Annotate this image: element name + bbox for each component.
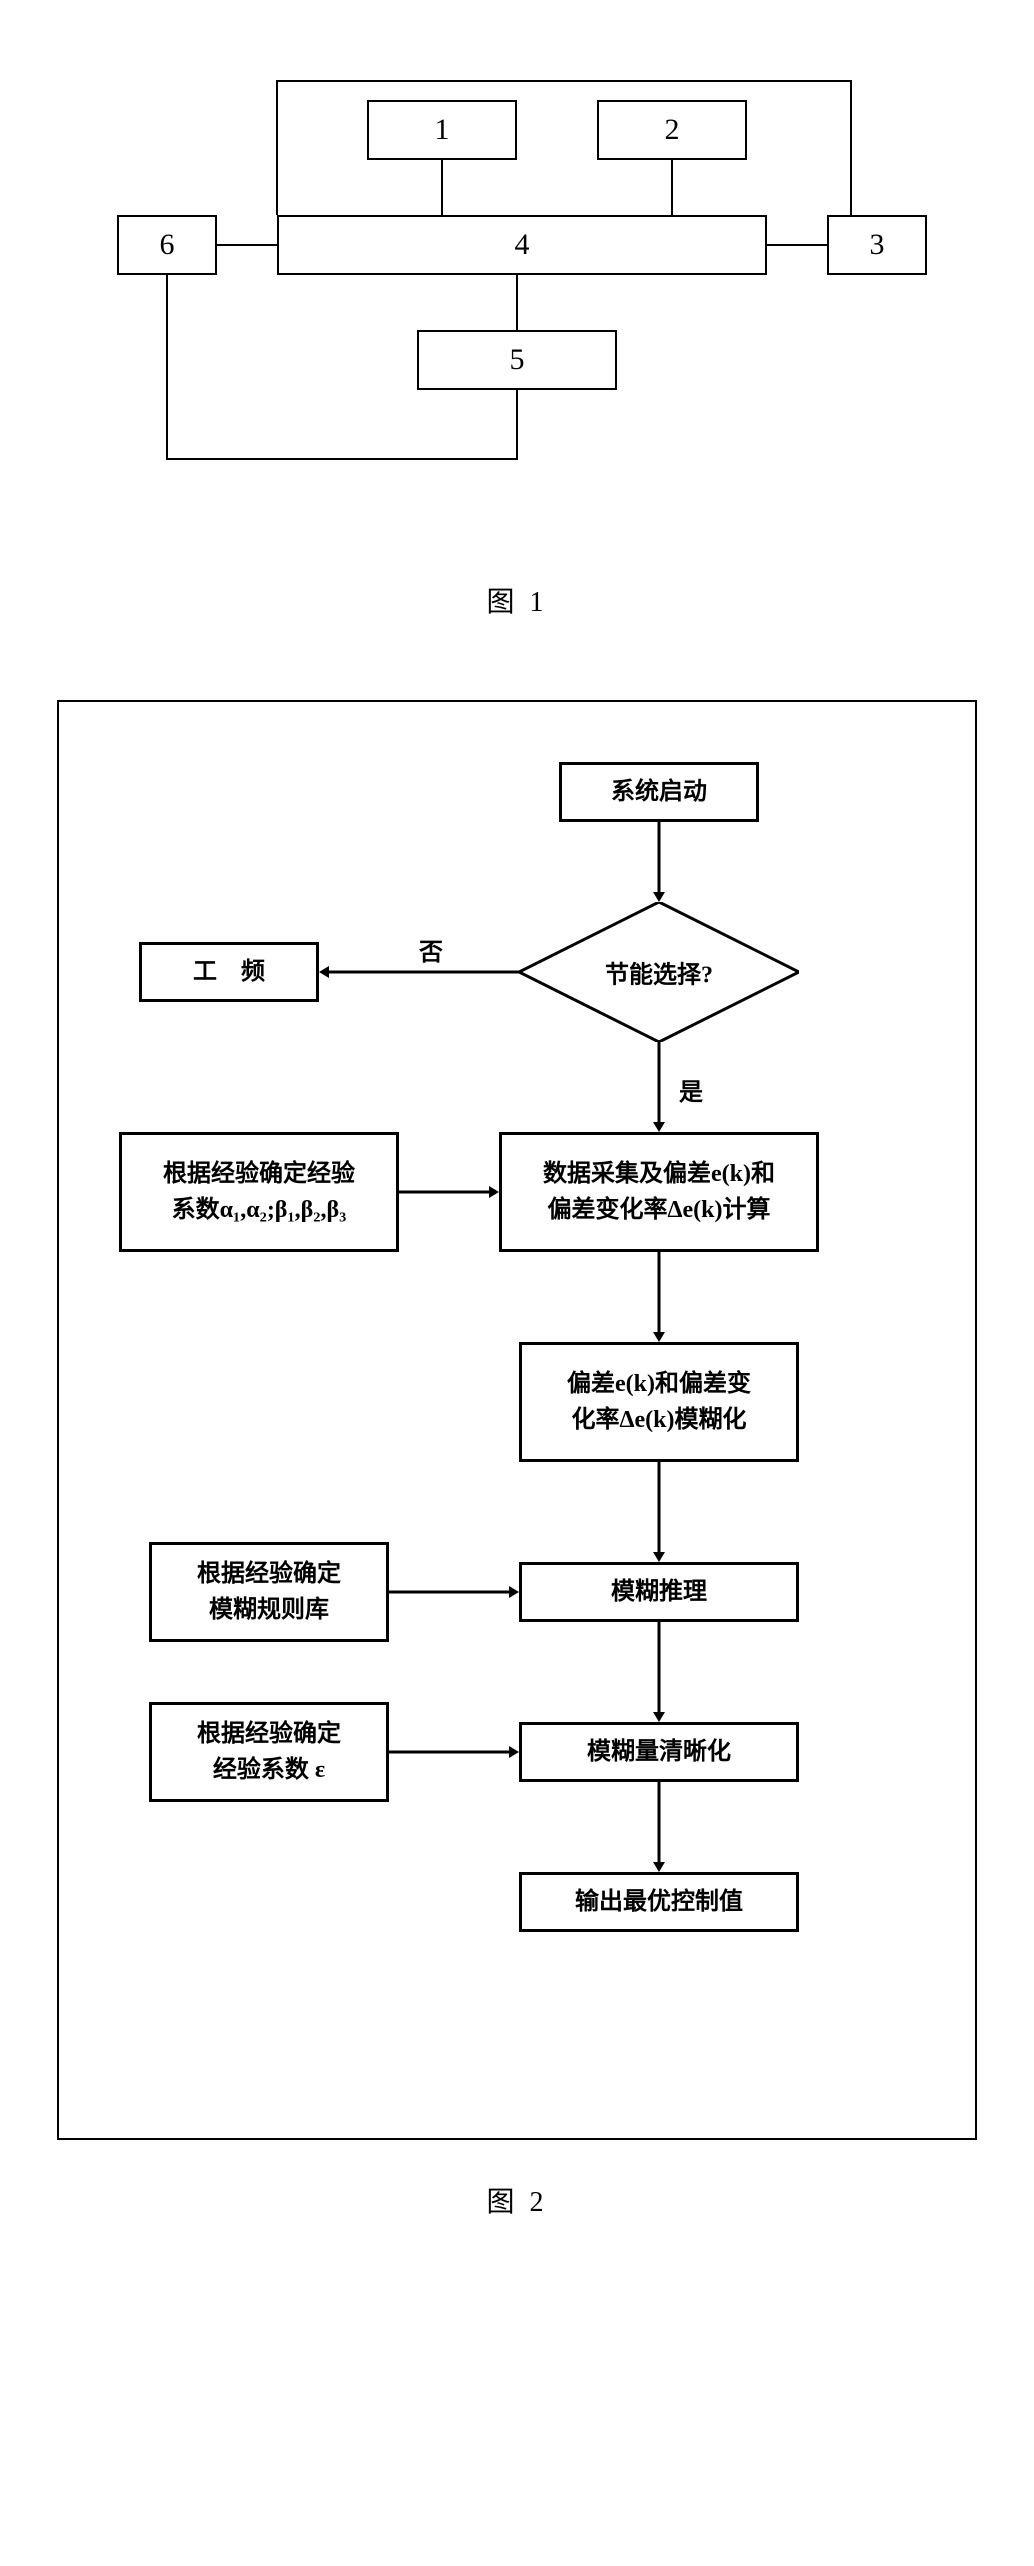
node-decision: 节能选择?: [519, 902, 799, 1042]
arrow-rulebase-infer: [389, 1586, 519, 1598]
node-decision-label: 节能选择?: [519, 955, 799, 990]
line-right-tab: [850, 128, 852, 215]
box-4-label: 4: [515, 228, 530, 262]
box-2: 2: [597, 100, 747, 160]
node-infer-label: 模糊推理: [611, 1574, 707, 1610]
box-5: 5: [417, 330, 617, 390]
figure-1-caption: 图 1: [20, 580, 1014, 620]
box-3: 3: [827, 215, 927, 275]
arrow-eps-defuzz: [389, 1746, 519, 1758]
node-rulebase-label: 根据经验确定 模糊规则库: [197, 1556, 341, 1628]
figure-2: 系统启动 节能选择? 否 工 频 是 根据经验确定经验 系数α₁,α₂;β₁,β…: [20, 700, 1014, 2220]
box-1-label: 1: [435, 113, 450, 147]
line-1-4: [441, 160, 443, 215]
node-start-label: 系统启动: [611, 774, 707, 810]
node-collect-label: 数据采集及偏差e(k)和 偏差变化率Δe(k)计算: [543, 1156, 775, 1228]
line-6-4: [217, 244, 277, 246]
node-coef: 根据经验确定经验 系数α₁,α₂;β₁,β₂,β₃: [119, 1132, 399, 1252]
arrow-defuzz-output: [653, 1782, 665, 1872]
box-6-label: 6: [160, 228, 175, 262]
arrow-infer-defuzz: [653, 1622, 665, 1722]
node-output-label: 输出最优控制值: [575, 1884, 743, 1920]
figure-1: 1 2 4 3 6 5: [20, 80, 1014, 620]
figure-2-canvas: 系统启动 节能选择? 否 工 频 是 根据经验确定经验 系数α₁,α₂;β₁,β…: [57, 700, 977, 2140]
arrow-decision-collect: [653, 1042, 665, 1132]
box-2-label: 2: [665, 113, 680, 147]
node-collect: 数据采集及偏差e(k)和 偏差变化率Δe(k)计算: [499, 1132, 819, 1252]
figure-2-caption: 图 2: [20, 2180, 1014, 2220]
node-eps: 根据经验确定 经验系数 ε: [149, 1702, 389, 1802]
arrow-decision-gongpin: [319, 966, 519, 978]
node-gongpin: 工 频: [139, 942, 319, 1002]
node-start: 系统启动: [559, 762, 759, 822]
arrow-coef-collect: [399, 1186, 499, 1198]
box-5-label: 5: [510, 343, 525, 377]
node-defuzz: 模糊量清晰化: [519, 1722, 799, 1782]
box-3-label: 3: [870, 228, 885, 262]
box-4: 4: [277, 215, 767, 275]
figure-1-canvas: 1 2 4 3 6 5: [107, 80, 927, 540]
edge-label-no: 否: [419, 932, 443, 967]
line-5-left: [166, 458, 518, 460]
line-left-tab: [276, 128, 278, 215]
node-eps-label: 根据经验确定 经验系数 ε: [197, 1716, 341, 1788]
node-defuzz-label: 模糊量清晰化: [587, 1734, 731, 1770]
line-2-4: [671, 160, 673, 215]
arrow-collect-fuzzify: [653, 1252, 665, 1342]
node-coef-label: 根据经验确定经验 系数α₁,α₂;β₁,β₂,β₃: [163, 1156, 355, 1228]
line-top-outer-left: [276, 80, 278, 130]
line-top-outer-right: [850, 80, 852, 130]
line-4-3: [767, 244, 827, 246]
node-rulebase: 根据经验确定 模糊规则库: [149, 1542, 389, 1642]
arrow-fuzzify-infer: [653, 1462, 665, 1562]
arrow-start-decision: [653, 822, 665, 902]
box-6: 6: [117, 215, 217, 275]
line-4-5: [516, 275, 518, 330]
line-top-outer-top: [276, 80, 852, 82]
line-5-down: [516, 390, 518, 460]
node-output: 输出最优控制值: [519, 1872, 799, 1932]
node-infer: 模糊推理: [519, 1562, 799, 1622]
line-5-up-to-6: [166, 275, 168, 460]
box-1: 1: [367, 100, 517, 160]
edge-label-yes: 是: [679, 1072, 703, 1107]
node-fuzzify: 偏差e(k)和偏差变 化率Δe(k)模糊化: [519, 1342, 799, 1462]
node-fuzzify-label: 偏差e(k)和偏差变 化率Δe(k)模糊化: [567, 1366, 751, 1438]
node-gongpin-label: 工 频: [193, 954, 265, 990]
